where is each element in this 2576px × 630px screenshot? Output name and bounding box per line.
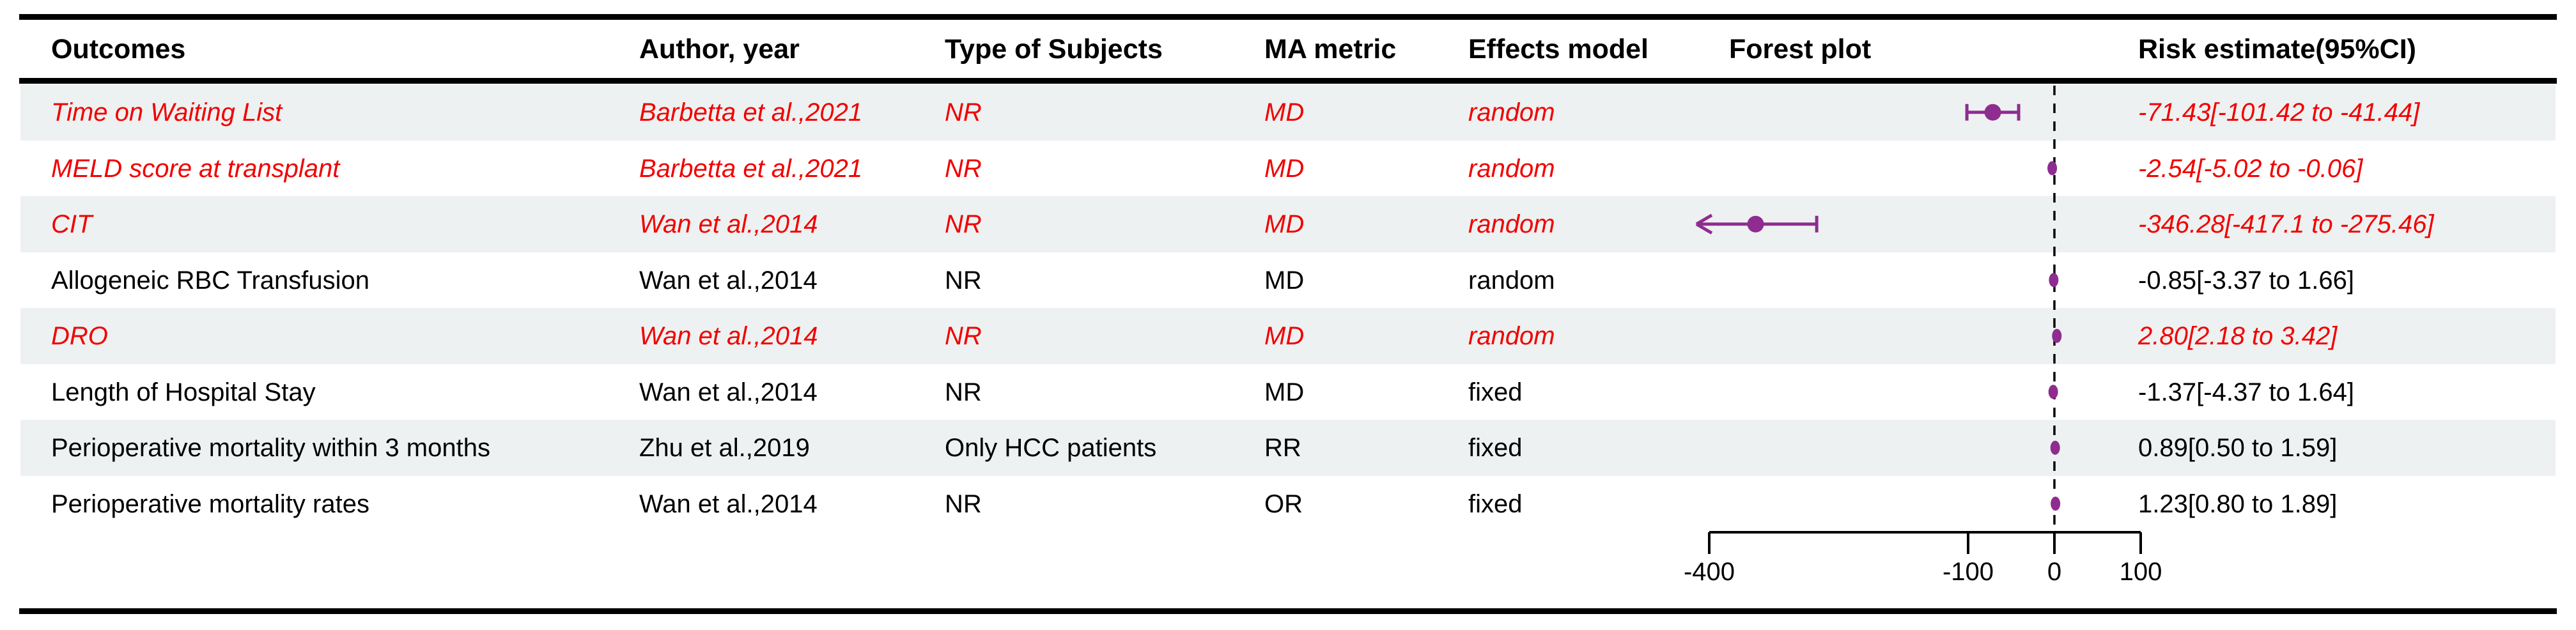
cell-risk-estimate: -0.85[-3.37 to 1.66]	[2138, 266, 2355, 295]
axis-tick-label: 0	[2047, 558, 2061, 586]
row-shading	[20, 420, 2556, 476]
cell-effects-model: random	[1468, 210, 1555, 238]
cell-author-year: Wan et al.,2014	[639, 266, 818, 295]
column-header-ma-metric: MA metric	[1264, 34, 1397, 65]
cell-subjects: NR	[945, 378, 982, 406]
cell-subjects: NR	[945, 266, 982, 295]
axis-tick-label: 100	[2120, 558, 2162, 586]
cell-subjects: NR	[945, 210, 982, 238]
cell-ma-metric: MD	[1264, 154, 1305, 183]
cell-ma-metric: OR	[1264, 489, 1303, 518]
cell-risk-estimate: 1.23[0.80 to 1.89]	[2138, 489, 2338, 518]
cell-author-year: Wan et al.,2014	[639, 322, 818, 350]
cell-author-year: Zhu et al.,2019	[639, 434, 810, 462]
cell-author-year: Wan et al.,2014	[639, 210, 818, 238]
cell-outcome: Perioperative mortality rates	[51, 489, 369, 518]
cell-subjects: Only HCC patients	[945, 434, 1157, 462]
table-row: Perioperative mortality rates Wan et al.,…	[0, 476, 2576, 532]
cell-effects-model: random	[1468, 154, 1555, 183]
cell-effects-model: random	[1468, 266, 1555, 295]
cell-author-year: Barbetta et al.,2021	[639, 98, 863, 127]
cell-ma-metric: MD	[1264, 98, 1305, 127]
row-shading	[20, 84, 2556, 141]
bottom-rule	[19, 608, 2557, 614]
cell-subjects: NR	[945, 489, 982, 518]
cell-outcome: Length of Hospital Stay	[51, 378, 316, 406]
table-row: DRO Wan et al.,2014 NR MD random 2.80[2.18 to…	[0, 308, 2576, 364]
axis-tick-label: -400	[1684, 558, 1735, 586]
cell-subjects: NR	[945, 98, 982, 127]
cell-effects-model: fixed	[1468, 489, 1523, 518]
cell-ma-metric: RR	[1264, 434, 1301, 462]
column-header-subjects: Type of Subjects	[945, 34, 1163, 65]
cell-outcome: Time on Waiting List	[51, 98, 283, 127]
header-rule	[19, 78, 2557, 84]
cell-outcome: CIT	[51, 210, 93, 238]
cell-risk-estimate: 2.80[2.18 to 3.42]	[2138, 322, 2338, 350]
cell-outcome: Perioperative mortality within 3 months	[51, 434, 490, 462]
cell-author-year: Wan et al.,2014	[639, 378, 818, 406]
cell-subjects: NR	[945, 154, 982, 183]
cell-effects-model: random	[1468, 322, 1555, 350]
table-row: Perioperative mortality within 3 months Z…	[0, 420, 2576, 476]
cell-risk-estimate: -346.28[-417.1 to -275.46]	[2138, 210, 2434, 238]
row-shading	[20, 196, 2556, 252]
cell-author-year: Wan et al.,2014	[639, 489, 818, 518]
cell-outcome: Allogeneic RBC Transfusion	[51, 266, 370, 295]
table-row: MELD score at transplant Barbetta et al.,…	[0, 141, 2576, 197]
axis-tick-label: -100	[1943, 558, 1994, 586]
cell-ma-metric: MD	[1264, 378, 1305, 406]
column-header-risk-estimate: Risk estimate(95%CI)	[2138, 34, 2416, 65]
cell-risk-estimate: 0.89[0.50 to 1.59]	[2138, 434, 2338, 462]
cell-ma-metric: MD	[1264, 266, 1305, 295]
cell-ma-metric: MD	[1264, 210, 1305, 238]
cell-risk-estimate: -1.37[-4.37 to 1.64]	[2138, 378, 2355, 406]
column-header-forest-plot: Forest plot	[1729, 34, 1872, 65]
table-row: CIT Wan et al.,2014 NR MD random -346.28[-417…	[0, 196, 2576, 252]
table-row: Length of Hospital Stay Wan et al.,2014 NR…	[0, 364, 2576, 420]
cell-effects-model: fixed	[1468, 434, 1523, 462]
table-row: Time on Waiting List Barbetta et al.,2021…	[0, 84, 2576, 141]
cell-outcome: DRO	[51, 322, 108, 350]
cell-ma-metric: MD	[1264, 322, 1305, 350]
cell-risk-estimate: -71.43[-101.42 to -41.44]	[2138, 98, 2420, 127]
cell-effects-model: random	[1468, 98, 1555, 127]
column-header-effects-model: Effects model	[1468, 34, 1649, 65]
column-header-outcomes: Outcomes	[51, 34, 186, 65]
cell-effects-model: fixed	[1468, 378, 1523, 406]
cell-subjects: NR	[945, 322, 982, 350]
column-header-author-year: Author, year	[639, 34, 800, 65]
table-row: Allogeneic RBC Transfusion Wan et al.,201…	[0, 252, 2576, 309]
cell-author-year: Barbetta et al.,2021	[639, 154, 863, 183]
cell-outcome: MELD score at transplant	[51, 154, 340, 183]
top-rule	[19, 14, 2557, 20]
cell-risk-estimate: -2.54[-5.02 to -0.06]	[2138, 154, 2363, 183]
row-shading	[20, 308, 2556, 364]
